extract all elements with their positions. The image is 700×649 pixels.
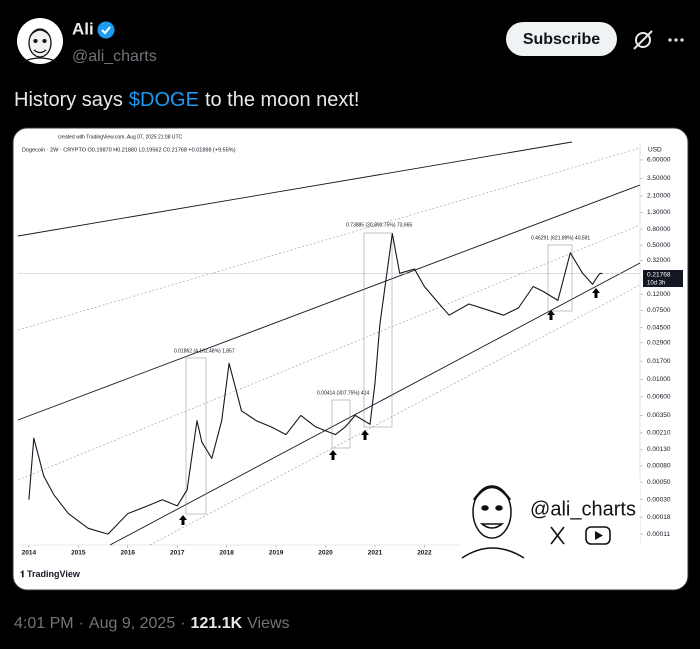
y-tick-label: 0.00011 (647, 531, 670, 538)
more-icon[interactable] (668, 38, 684, 42)
arrows (179, 288, 600, 525)
watermark-face (461, 485, 525, 559)
y-tick-label: 0.02900 (647, 340, 671, 347)
annotation: 0.46291 (621.89%) 40,591 (531, 235, 590, 241)
tv-logo-text: TradingView (27, 569, 81, 579)
x-tick-label: 2015 (71, 550, 86, 557)
y-tick-label: 2.10000 (647, 193, 671, 200)
separator: · (79, 615, 84, 632)
annotation: 0.73885 (30,893.75%) 73,665 (346, 222, 412, 228)
y-tick-label: 0.00050 (647, 479, 671, 486)
y-tick-label: 3.50000 (647, 175, 671, 182)
annotation: 0.01862 (4,162.48%) 1,857 (174, 348, 235, 354)
y-tick-label: 0.00210 (647, 430, 671, 437)
countdown: 10d 3h (647, 281, 665, 287)
author-name[interactable]: Ali (72, 19, 94, 38)
y-tick-label: 0.50000 (647, 242, 671, 249)
y-tick-label: 0.00600 (647, 394, 671, 401)
y-tick-label: 0.07500 (647, 307, 671, 314)
chart-title: Dogecoin · 2W · CRYPTO O0.19870 H0.21880… (22, 147, 236, 153)
tweet-meta: 4:01 PM · Aug 9, 2025 · 121.1K Views (14, 615, 290, 632)
media-card[interactable] (12, 127, 689, 591)
verified-badge (97, 21, 115, 39)
price-line (28, 233, 603, 535)
chart: created with TradingView.com, Aug 07, 20… (17, 134, 683, 579)
x-tick-label: 2016 (121, 550, 136, 557)
y-tick-label: 0.00130 (647, 446, 671, 453)
x-tick-label: 2022 (417, 550, 432, 557)
avatar-face (21, 28, 59, 63)
author-handle[interactable]: @ali_charts (72, 48, 157, 65)
y-tick-label: 0.00018 (647, 514, 671, 521)
subscribe-label[interactable]: Subscribe (523, 31, 600, 48)
y-tick-label: 0.00030 (647, 496, 671, 503)
x-tick-label: 2021 (368, 550, 383, 557)
created-note: created with TradingView.com, Aug 07, 20… (58, 134, 183, 140)
measure-boxes (185, 232, 573, 515)
time[interactable]: 4:01 PM (14, 615, 74, 632)
y-tick-label: 0.01700 (647, 358, 671, 365)
grok-icon[interactable] (633, 30, 653, 50)
separator: · (180, 615, 185, 632)
last-price: 0.21768 (647, 272, 671, 279)
tweet-text: History says $DOGE to the moon next! (14, 89, 359, 111)
y-tick-label: 6.00000 (647, 157, 671, 164)
youtube-logo (585, 526, 611, 545)
tv-logo: 𝟏 TradingView (20, 569, 81, 579)
channel-lines (17, 141, 641, 546)
date[interactable]: Aug 9, 2025 (89, 615, 175, 632)
x-tick-label: 2018 (219, 550, 234, 557)
text-part: History says (14, 89, 123, 111)
x-tick-label: 2019 (269, 550, 284, 557)
y-tick-label: 0.80000 (647, 226, 671, 233)
y-unit: USD (648, 147, 662, 154)
y-tick-label: 0.00080 (647, 463, 671, 470)
x-logo (550, 526, 565, 545)
x-tick-label: 2014 (22, 550, 37, 557)
channel-dotted (17, 147, 641, 546)
y-tick-label: 0.00350 (647, 412, 671, 419)
x-tick-label: 2020 (318, 550, 333, 557)
watermark-handle: @ali_charts (530, 498, 636, 520)
cashtag[interactable]: $DOGE (129, 89, 199, 111)
subscribe-button[interactable] (506, 22, 617, 56)
price-label-bg (643, 270, 683, 287)
views-label: Views (247, 615, 289, 632)
views-count: 121.1K (191, 615, 243, 632)
y-tick-label: 0.32000 (647, 257, 671, 264)
text-part: to the moon next! (205, 89, 360, 111)
y-tick-label: 0.04500 (647, 325, 671, 332)
y-tick-label: 1.30000 (647, 209, 671, 216)
y-tick-label: 0.01000 (647, 376, 671, 383)
x-tick-label: 2017 (170, 550, 185, 557)
annotation: 0.00414 (307.75%) 414 (317, 390, 369, 396)
y-tick-label: 0.12000 (647, 291, 671, 298)
